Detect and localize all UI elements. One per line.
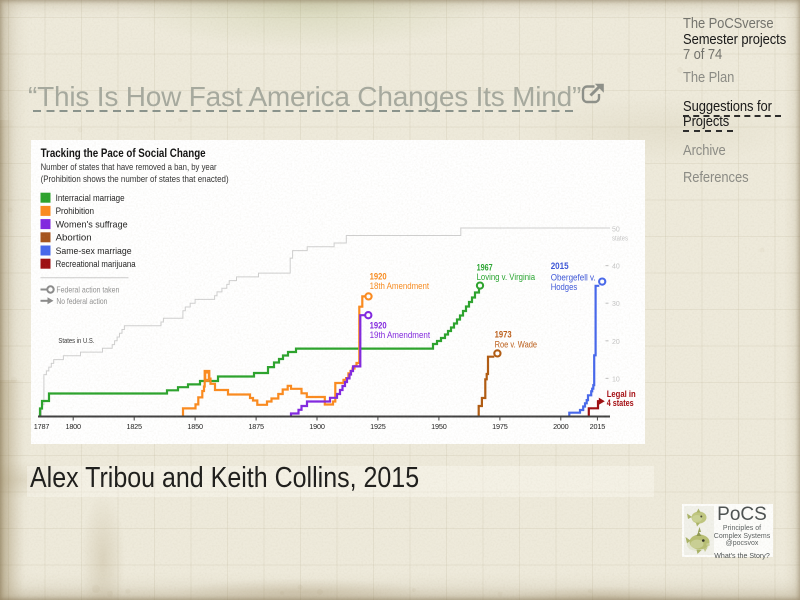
svg-text:No federal action: No federal action bbox=[56, 296, 107, 306]
svg-text:2015: 2015 bbox=[551, 261, 569, 271]
svg-text:1973: 1973 bbox=[495, 330, 512, 340]
svg-text:1850: 1850 bbox=[187, 422, 203, 431]
svg-text:1975: 1975 bbox=[492, 422, 508, 431]
svg-text:Recreational marijuana: Recreational marijuana bbox=[56, 259, 137, 270]
svg-text:40: 40 bbox=[612, 264, 620, 271]
svg-text:19th Amendment: 19th Amendment bbox=[370, 330, 431, 340]
svg-text:1800: 1800 bbox=[65, 422, 81, 431]
svg-text:States in U.S.: States in U.S. bbox=[58, 336, 94, 345]
svg-text:1787: 1787 bbox=[34, 422, 50, 431]
svg-text:states: states bbox=[612, 236, 628, 243]
svg-text:Women's suffrage: Women's suffrage bbox=[56, 219, 128, 230]
svg-text:1925: 1925 bbox=[370, 422, 386, 431]
svg-text:10: 10 bbox=[612, 376, 620, 383]
svg-text:Interracial marriage: Interracial marriage bbox=[56, 193, 125, 204]
svg-text:(Prohibition shows the number: (Prohibition shows the number of states … bbox=[41, 174, 229, 185]
svg-text:20: 20 bbox=[612, 339, 620, 346]
svg-text:1920: 1920 bbox=[370, 272, 387, 282]
svg-text:1950: 1950 bbox=[431, 422, 447, 431]
svg-text:1875: 1875 bbox=[248, 422, 264, 431]
svg-text:18th Amendment: 18th Amendment bbox=[370, 281, 430, 291]
svg-text:Number of states that have rem: Number of states that have removed a ban… bbox=[41, 162, 217, 173]
svg-text:1920: 1920 bbox=[370, 321, 387, 331]
svg-text:Abortion: Abortion bbox=[56, 233, 92, 244]
svg-text:Hodges: Hodges bbox=[551, 282, 578, 292]
svg-text:1825: 1825 bbox=[126, 422, 142, 431]
svg-text:50: 50 bbox=[612, 227, 620, 234]
svg-text:1900: 1900 bbox=[309, 422, 325, 431]
svg-text:Tracking the Pace of Social Ch: Tracking the Pace of Social Change bbox=[41, 146, 206, 160]
svg-text:Same-sex marriage: Same-sex marriage bbox=[56, 246, 132, 257]
svg-text:Loving v. Virginia: Loving v. Virginia bbox=[477, 272, 535, 282]
svg-text:Roe v. Wade: Roe v. Wade bbox=[495, 340, 537, 350]
svg-text:2015: 2015 bbox=[590, 422, 606, 431]
svg-text:Federal action taken: Federal action taken bbox=[56, 285, 119, 295]
svg-text:Prohibition: Prohibition bbox=[56, 206, 95, 217]
svg-text:4 states: 4 states bbox=[607, 398, 634, 408]
svg-text:Obergefell v.: Obergefell v. bbox=[551, 272, 596, 282]
svg-text:1967: 1967 bbox=[477, 263, 493, 273]
svg-text:2000: 2000 bbox=[553, 422, 569, 431]
svg-text:30: 30 bbox=[612, 301, 620, 308]
